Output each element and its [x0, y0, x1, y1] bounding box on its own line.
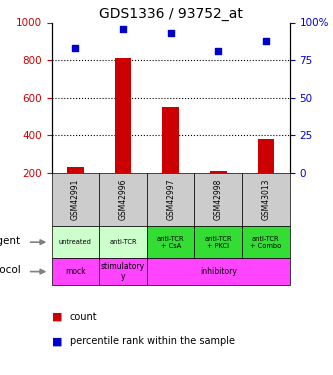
- Text: ■: ■: [52, 336, 62, 346]
- Bar: [257, 139, 274, 210]
- Text: GSM42998: GSM42998: [214, 178, 223, 220]
- Text: anti-TCR: anti-TCR: [109, 239, 137, 245]
- Bar: [52, 172, 99, 226]
- Bar: [52, 258, 99, 285]
- Text: inhibitory: inhibitory: [200, 267, 237, 276]
- Bar: [194, 226, 242, 258]
- Text: agent: agent: [0, 236, 21, 246]
- Bar: [147, 172, 194, 226]
- Text: anti-TCR
+ Combo: anti-TCR + Combo: [250, 236, 281, 249]
- Text: GSM42991: GSM42991: [71, 178, 80, 220]
- Title: GDS1336 / 93752_at: GDS1336 / 93752_at: [99, 8, 243, 21]
- Text: stimulatory
y: stimulatory y: [101, 262, 145, 281]
- Text: ■: ■: [52, 312, 62, 322]
- Text: mock: mock: [65, 267, 86, 276]
- Point: [121, 26, 126, 32]
- Bar: [147, 258, 290, 285]
- Bar: [194, 172, 242, 226]
- Text: anti-TCR
+ PKCi: anti-TCR + PKCi: [204, 236, 232, 249]
- Bar: [242, 172, 290, 226]
- Bar: [115, 58, 132, 210]
- Bar: [99, 172, 147, 226]
- Bar: [210, 171, 227, 210]
- Text: count: count: [70, 312, 98, 322]
- Text: percentile rank within the sample: percentile rank within the sample: [70, 336, 235, 346]
- Bar: [99, 258, 147, 285]
- Text: protocol: protocol: [0, 265, 21, 275]
- Bar: [147, 226, 194, 258]
- Point: [263, 38, 268, 44]
- Text: GSM42997: GSM42997: [166, 178, 175, 220]
- Bar: [52, 226, 99, 258]
- Bar: [67, 167, 84, 210]
- Text: GSM42996: GSM42996: [119, 178, 128, 220]
- Text: anti-TCR
+ CsA: anti-TCR + CsA: [157, 236, 184, 249]
- Point: [73, 45, 78, 51]
- Text: untreated: untreated: [59, 239, 92, 245]
- Bar: [162, 107, 179, 210]
- Point: [216, 48, 221, 54]
- Bar: [99, 226, 147, 258]
- Point: [168, 30, 173, 36]
- Bar: [242, 226, 290, 258]
- Text: GSM43013: GSM43013: [261, 178, 270, 220]
